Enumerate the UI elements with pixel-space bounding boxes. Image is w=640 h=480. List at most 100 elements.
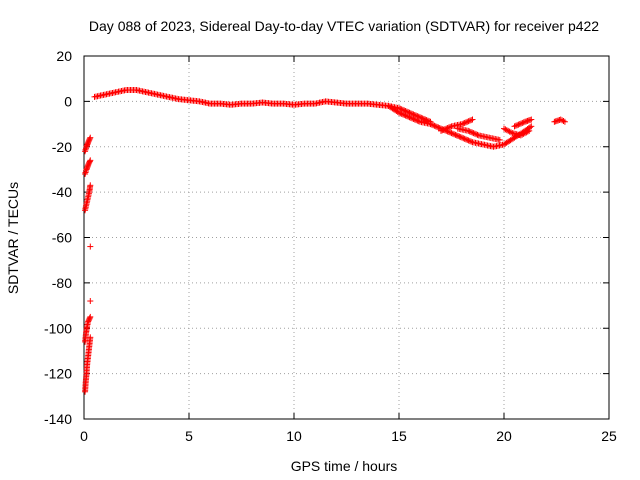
- data-point: [87, 313, 94, 320]
- chart-title: Day 088 of 2023, Sidereal Day-to-day VTE…: [89, 18, 599, 34]
- data-point: [461, 135, 468, 142]
- x-tick-label: 20: [496, 428, 512, 444]
- data-point: [466, 117, 473, 124]
- data-point: [441, 126, 448, 133]
- data-point: [514, 122, 521, 129]
- y-tick-label: -80: [52, 275, 72, 291]
- data-point: [419, 115, 426, 122]
- data-point: [465, 118, 472, 125]
- data-point: [473, 131, 480, 138]
- data-point: [399, 106, 406, 113]
- data-point: [528, 116, 535, 123]
- data-point: [469, 129, 476, 136]
- data-point: [440, 126, 447, 133]
- data-point: [415, 113, 422, 120]
- data-point: [464, 136, 471, 143]
- data-point: [87, 243, 94, 250]
- data-point: [86, 158, 93, 165]
- data-point: [465, 137, 472, 144]
- data-point: [468, 138, 475, 145]
- data-point: [496, 136, 503, 143]
- data-point: [86, 315, 93, 322]
- data-points: [82, 87, 568, 395]
- data-point: [407, 110, 414, 117]
- data-point: [467, 129, 474, 136]
- data-point: [87, 134, 94, 141]
- data-point: [455, 132, 462, 139]
- data-point: [428, 121, 435, 128]
- data-point: [410, 111, 417, 118]
- data-point: [561, 118, 568, 125]
- data-point: [520, 119, 527, 126]
- x-axis-label: GPS time / hours: [291, 458, 398, 474]
- plot-frame: [83, 55, 610, 420]
- data-point: [526, 127, 533, 134]
- data-point: [528, 123, 535, 130]
- data-point: [448, 130, 455, 137]
- grid-lines: [84, 56, 609, 419]
- data-point: [468, 117, 475, 124]
- data-point: [516, 121, 523, 128]
- data-point: [87, 298, 94, 305]
- data-point: [512, 122, 519, 129]
- data-point: [470, 130, 477, 137]
- data-point: [451, 131, 458, 138]
- data-point: [524, 128, 531, 135]
- data-point: [417, 114, 423, 121]
- data-point: [447, 123, 454, 130]
- x-tick-label: 25: [601, 428, 617, 444]
- x-tick-label: 15: [391, 428, 407, 444]
- data-point: [434, 123, 441, 130]
- data-point: [460, 120, 467, 127]
- data-point: [518, 120, 525, 127]
- x-tick-label: 5: [185, 428, 193, 444]
- data-point: [409, 110, 416, 117]
- data-point: [511, 123, 518, 130]
- data-point: [471, 130, 478, 137]
- data-point: [411, 111, 418, 118]
- axis-ticks: [83, 55, 610, 420]
- data-point: [438, 127, 444, 134]
- data-point: [424, 117, 431, 124]
- data-point: [447, 129, 454, 136]
- data-point: [398, 106, 405, 113]
- data-point: [515, 121, 522, 128]
- y-tick-label: -100: [44, 320, 72, 336]
- data-point: [87, 182, 94, 189]
- data-point: [560, 118, 567, 125]
- data-point: [414, 113, 421, 120]
- data-point: [432, 123, 439, 130]
- x-tick-label: 0: [80, 428, 88, 444]
- data-point: [456, 133, 463, 140]
- y-tick-label: -60: [52, 230, 72, 246]
- data-point: [459, 134, 465, 141]
- data-point: [397, 105, 404, 112]
- data-point: [443, 125, 450, 132]
- data-point: [462, 136, 469, 143]
- data-point: [444, 125, 451, 132]
- y-axis-label: SDTVAR / TECUs: [5, 182, 21, 294]
- data-point: [396, 105, 402, 112]
- data-point: [453, 132, 460, 139]
- data-point: [459, 121, 465, 128]
- data-point: [465, 127, 472, 134]
- data-point: [430, 122, 437, 129]
- y-tick-label: -120: [44, 366, 72, 382]
- y-tick-label: -140: [44, 411, 72, 427]
- data-point: [452, 131, 459, 138]
- data-point: [435, 124, 442, 131]
- x-tick-label: 10: [286, 428, 302, 444]
- data-point: [413, 112, 420, 119]
- x-tick-labels: 0 5 10 15 20 25: [80, 428, 617, 444]
- data-point: [527, 124, 534, 131]
- data-point: [427, 118, 434, 125]
- data-point: [466, 128, 473, 135]
- data-point: [449, 130, 456, 137]
- data-point: [405, 109, 412, 116]
- data-point: [519, 119, 526, 126]
- data-point: [87, 157, 94, 164]
- data-point: [559, 117, 566, 124]
- data-point: [418, 114, 425, 121]
- data-point: [431, 122, 438, 129]
